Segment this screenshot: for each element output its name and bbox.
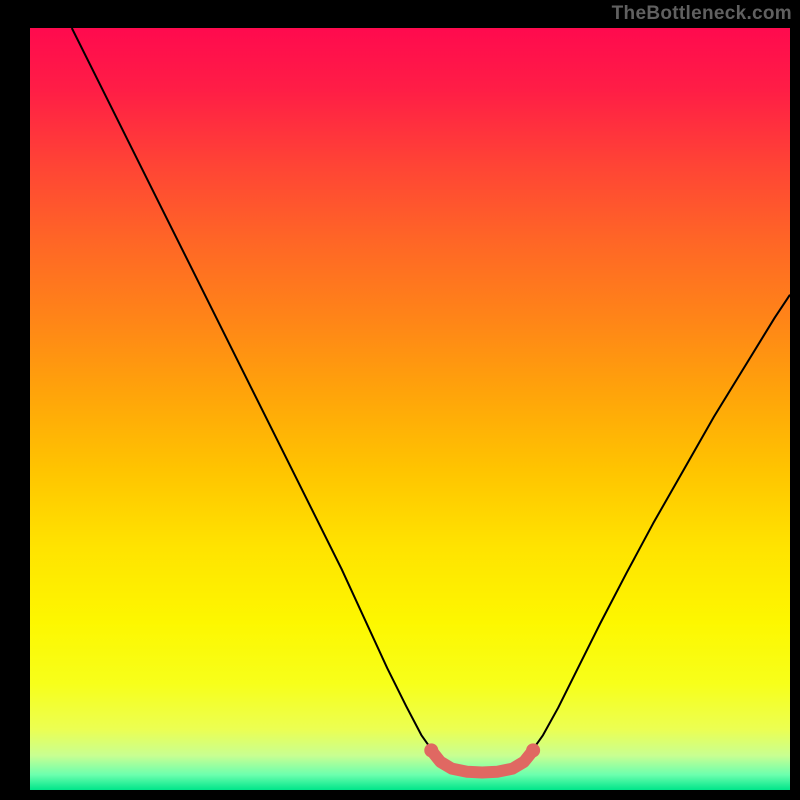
watermark-text: TheBottleneck.com (612, 3, 792, 25)
chart-container: TheBottleneck.com (0, 0, 800, 800)
bottleneck-chart (0, 0, 800, 800)
